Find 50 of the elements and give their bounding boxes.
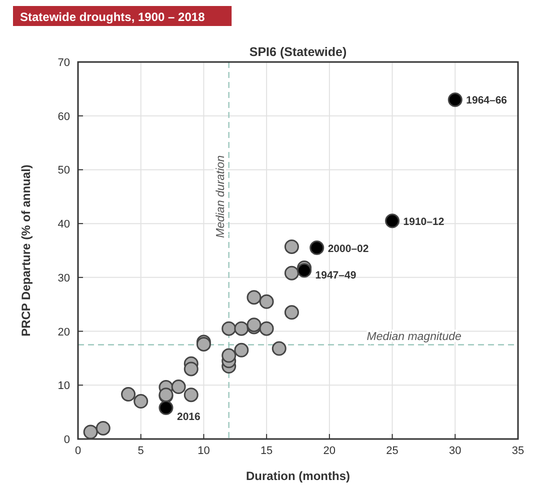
point <box>134 394 148 409</box>
x-tick-label: 30 <box>449 445 462 457</box>
x-axis-title: Duration (months) <box>246 469 350 483</box>
ref-line-label: Median duration <box>214 155 227 238</box>
y-tick-label: 0 <box>64 434 70 446</box>
point <box>259 321 274 336</box>
ref-line-label: Median magnitude <box>366 330 462 343</box>
point <box>83 424 98 440</box>
chart-title: Statewide droughts, 1900 – 2018 <box>20 10 206 24</box>
y-tick-label: 10 <box>58 380 70 392</box>
point <box>222 348 236 363</box>
point <box>448 92 462 107</box>
annotation: 2000–02 <box>328 242 369 255</box>
point <box>284 239 299 254</box>
chart-subtitle: SPI6 (Statewide) <box>249 45 347 59</box>
point <box>284 305 299 320</box>
point <box>385 214 400 228</box>
x-tick-label: 20 <box>323 445 336 457</box>
point <box>310 240 324 256</box>
annotation: 2016 <box>177 410 201 423</box>
y-tick-label: 60 <box>58 110 70 123</box>
point <box>184 388 198 402</box>
y-axis-title: PRCP Departure (% of annual) <box>19 164 33 336</box>
point <box>234 321 249 336</box>
point <box>158 400 174 416</box>
y-tick-label: 40 <box>58 218 70 231</box>
annotation: 1964–66 <box>466 94 508 107</box>
point <box>171 380 186 394</box>
point <box>272 341 286 356</box>
point <box>96 420 110 436</box>
annotation: 1947–49 <box>315 269 356 282</box>
x-tick-label: 25 <box>386 445 398 457</box>
x-tick-label: 35 <box>512 445 524 457</box>
point <box>297 263 312 278</box>
y-tick-label: 20 <box>58 326 70 338</box>
point <box>259 294 274 309</box>
y-tick-label: 50 <box>58 164 70 177</box>
x-tick-label: 10 <box>198 445 210 457</box>
x-tick-label: 15 <box>260 445 273 457</box>
point <box>284 266 299 280</box>
annotation: 1910–12 <box>403 216 444 228</box>
point <box>246 290 262 305</box>
point <box>184 362 198 376</box>
x-tick-label: 0 <box>74 445 82 457</box>
y-tick-label: 30 <box>58 272 70 284</box>
point <box>234 342 249 358</box>
point <box>121 387 136 402</box>
y-tick-label: 70 <box>58 57 70 69</box>
x-tick-label: 5 <box>138 445 144 457</box>
point <box>222 321 236 336</box>
